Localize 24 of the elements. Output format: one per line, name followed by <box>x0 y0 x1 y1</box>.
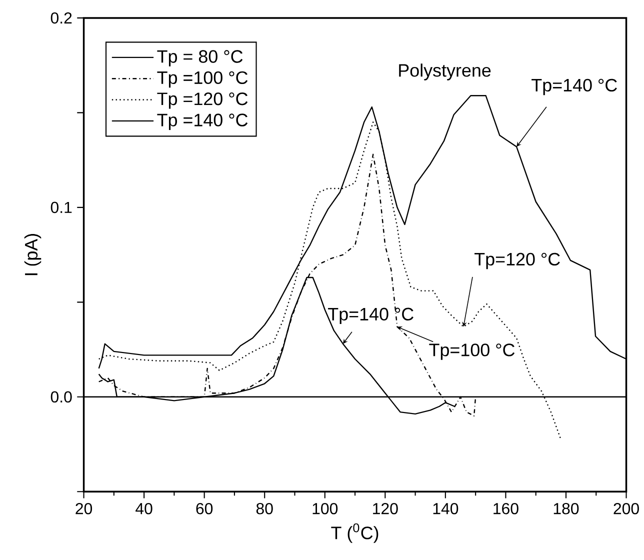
annotation: Tp=140 °C <box>532 78 617 95</box>
annotation: Tp=140 °C <box>328 308 414 324</box>
x-tick-label: 100 <box>312 502 338 514</box>
y-tick-label: 0.1 <box>50 202 72 213</box>
legend-label: Tp =100 °C <box>157 71 248 88</box>
x-tick-label: 160 <box>494 502 518 514</box>
y-tick-label: 0.0 <box>50 391 72 402</box>
x-tick-label: 120 <box>373 502 398 514</box>
legend-label: Tp = 80 °C <box>157 50 243 66</box>
x-tick-label: 60 <box>196 502 213 514</box>
x-tick-label: 140 <box>433 502 458 514</box>
x-tick-label: 80 <box>256 502 273 514</box>
legend-label: Tp =140 °C <box>157 113 248 130</box>
legend-label: Tp =120 °C <box>157 92 248 109</box>
y-tick-label: 0.2 <box>50 12 72 24</box>
annotation: Tp=120 °C <box>474 252 560 269</box>
y-axis-title: I (pA) <box>24 234 42 275</box>
x-tick-label: 40 <box>136 502 152 514</box>
x-tick-label: 180 <box>554 502 579 514</box>
x-axis-title: T ($^{0}$C) <box>331 523 378 543</box>
text: Polystyrene <box>399 63 491 80</box>
x-tick-label: 200 <box>614 502 639 514</box>
x-tick-label: 20 <box>76 502 92 514</box>
annotation: Tp=100 °C <box>429 343 515 360</box>
